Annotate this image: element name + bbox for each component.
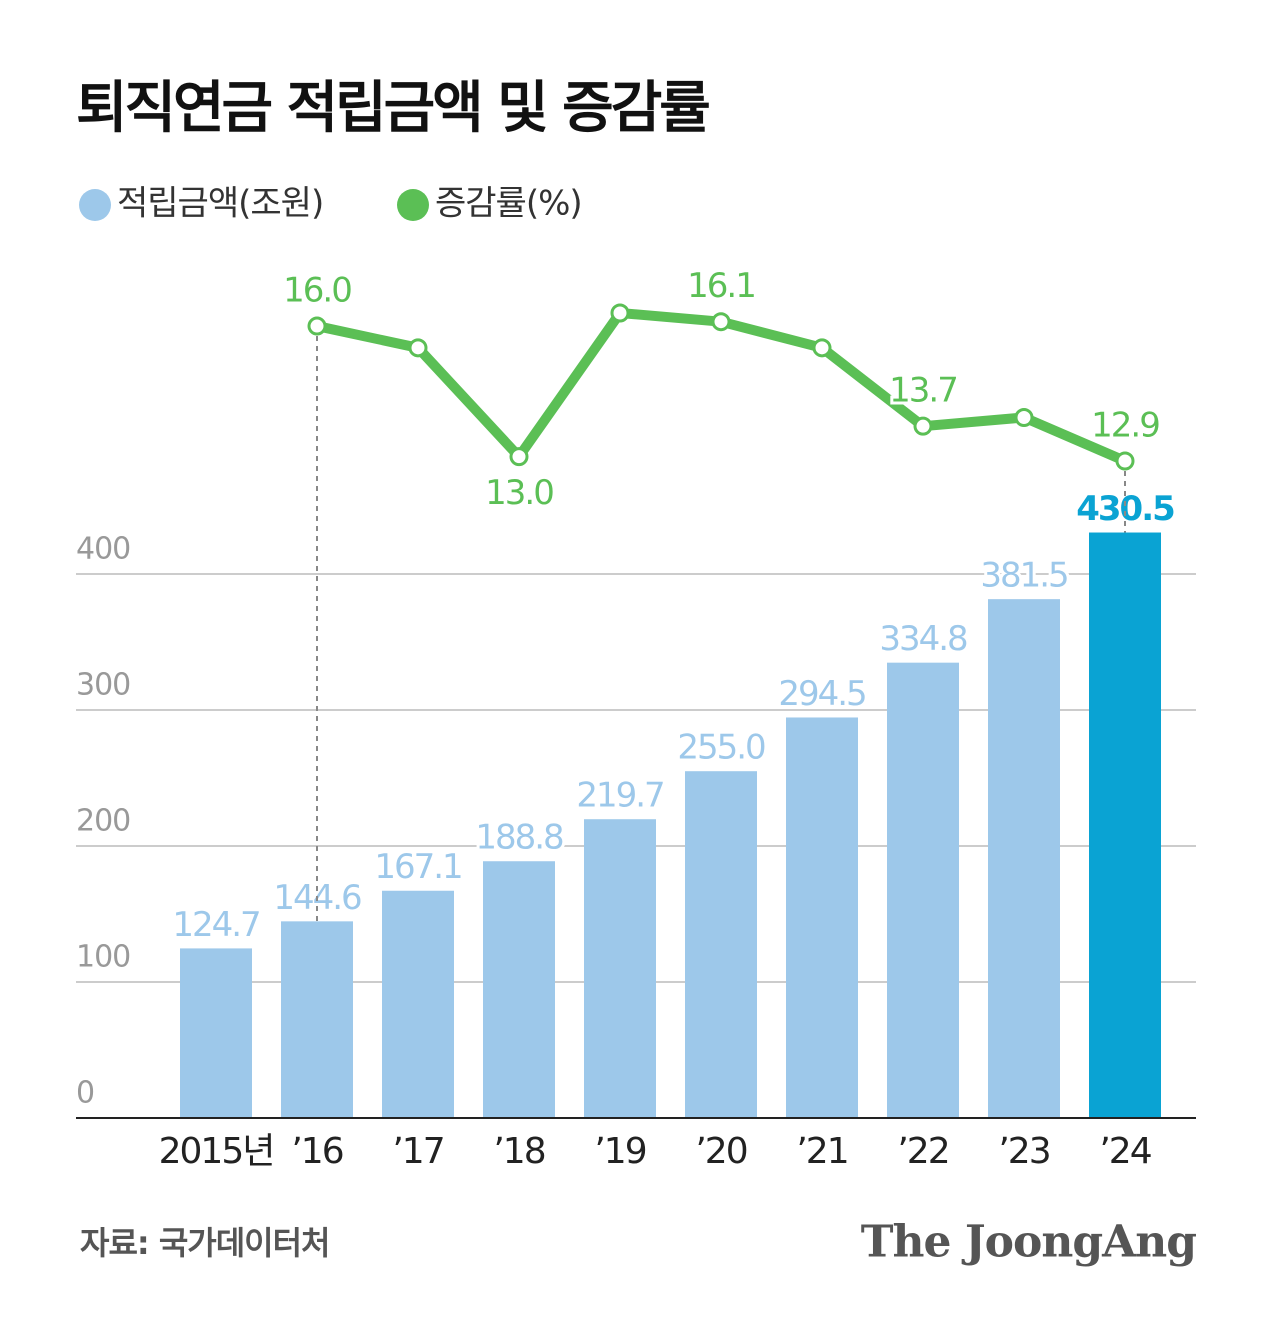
bar-value-label: 144.6 — [273, 878, 361, 918]
bar — [685, 771, 757, 1118]
bar-value-label: 219.7 — [576, 776, 663, 816]
bar-value-label: 188.8 — [475, 818, 563, 858]
bar — [887, 662, 959, 1118]
line-point — [408, 338, 428, 358]
line-value-label: 16.1 — [687, 266, 755, 306]
x-tick-label: ’21 — [796, 1131, 847, 1172]
bar-value-label: 167.1 — [374, 847, 461, 887]
bar — [281, 921, 353, 1118]
legend-label: 적립금액(조원) — [117, 184, 323, 224]
line-point — [610, 303, 630, 323]
line-point — [913, 416, 933, 436]
legend-label: 증감률(%) — [435, 184, 582, 224]
y-tick-label: 0 — [76, 1076, 94, 1111]
line-value-label: 12.9 — [1091, 406, 1159, 446]
x-tick-label: ’23 — [998, 1131, 1049, 1172]
bar-value-label: 294.5 — [778, 674, 865, 714]
y-tick-label: 300 — [76, 668, 130, 703]
x-tick-label: ’20 — [695, 1131, 746, 1172]
line — [315, 308, 1127, 466]
y-tick-label: 400 — [76, 532, 130, 567]
bar — [483, 861, 555, 1118]
bar — [1089, 532, 1161, 1118]
line-value-label: 13.7 — [889, 371, 957, 411]
line-point — [1014, 407, 1034, 427]
bar-value-label: 334.8 — [879, 619, 967, 659]
line-value-label: 16.0 — [283, 271, 351, 311]
bar-value-label: 430.5 — [1076, 489, 1174, 529]
legend-marker — [397, 189, 429, 221]
y-tick-label: 200 — [76, 804, 130, 839]
bar — [584, 819, 656, 1118]
line-point — [711, 312, 731, 332]
x-tick-label: ’22 — [897, 1131, 948, 1172]
line-point — [307, 316, 327, 336]
bar — [988, 599, 1060, 1118]
chart-title: 퇴직연금 적립금액 및 증감률 — [76, 76, 709, 141]
line-point — [509, 447, 529, 467]
line-value-label: 13.0 — [485, 473, 553, 513]
bar — [382, 890, 454, 1118]
x-tick-label: ’17 — [392, 1131, 443, 1172]
legend-marker — [79, 189, 111, 221]
x-tick-label: ’16 — [291, 1131, 342, 1172]
bar — [786, 717, 858, 1118]
line-point — [1115, 451, 1135, 471]
logo: The JoongAng — [861, 1217, 1196, 1268]
bar-value-label: 255.0 — [677, 728, 765, 768]
x-tick-label: ’18 — [493, 1131, 544, 1172]
y-tick-label: 100 — [76, 940, 130, 975]
x-tick-label: ’24 — [1099, 1131, 1150, 1172]
bar-value-label: 124.7 — [172, 905, 259, 945]
x-tick-label: ’19 — [594, 1131, 645, 1172]
source: 자료: 국가데이터처 — [80, 1224, 329, 1262]
bar-value-label: 381.5 — [980, 556, 1067, 596]
line-point — [812, 338, 832, 358]
bar — [180, 948, 252, 1118]
x-tick-label: 2015년 — [159, 1131, 274, 1172]
